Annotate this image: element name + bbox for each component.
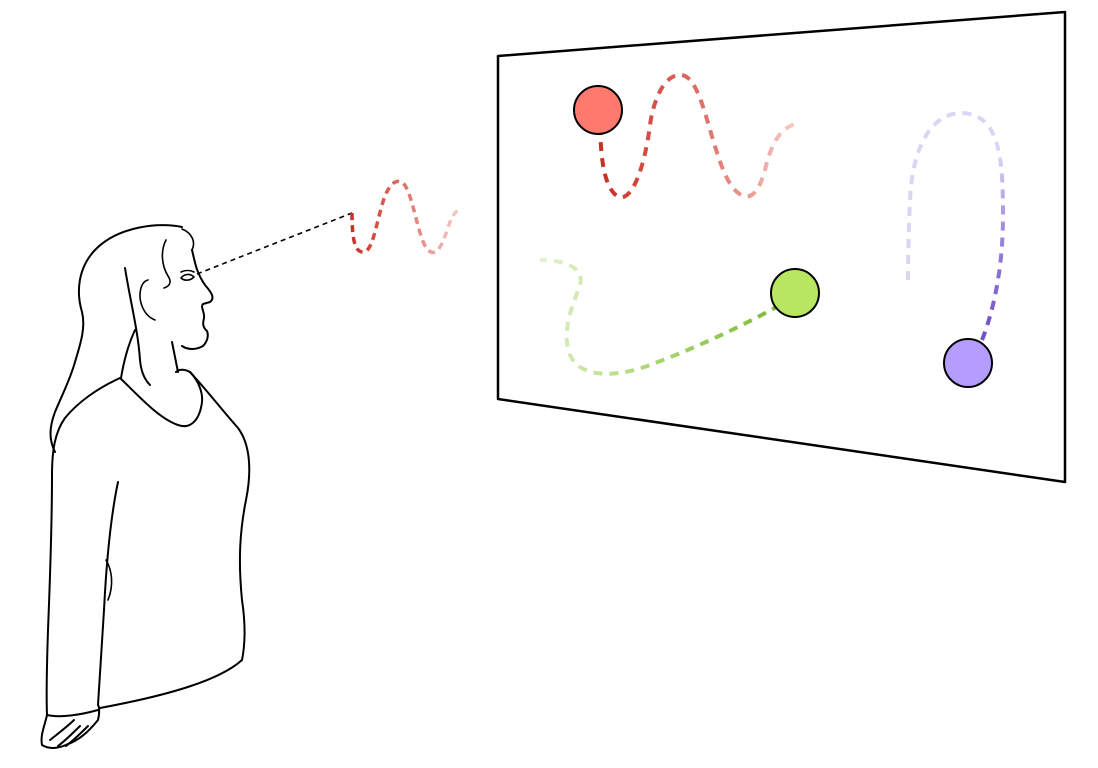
purple-target-trajectory	[906, 110, 1006, 341]
display-screen	[496, 10, 1067, 484]
woman-silhouette-icon	[40, 224, 251, 749]
purple-target[interactable]	[943, 338, 993, 388]
perceived-motion-wave	[350, 179, 463, 255]
green-target-trajectory	[539, 258, 781, 376]
gaze-line	[196, 212, 353, 275]
red-target[interactable]	[573, 85, 623, 135]
red-target-trajectory	[598, 72, 796, 200]
green-target[interactable]	[770, 268, 820, 318]
